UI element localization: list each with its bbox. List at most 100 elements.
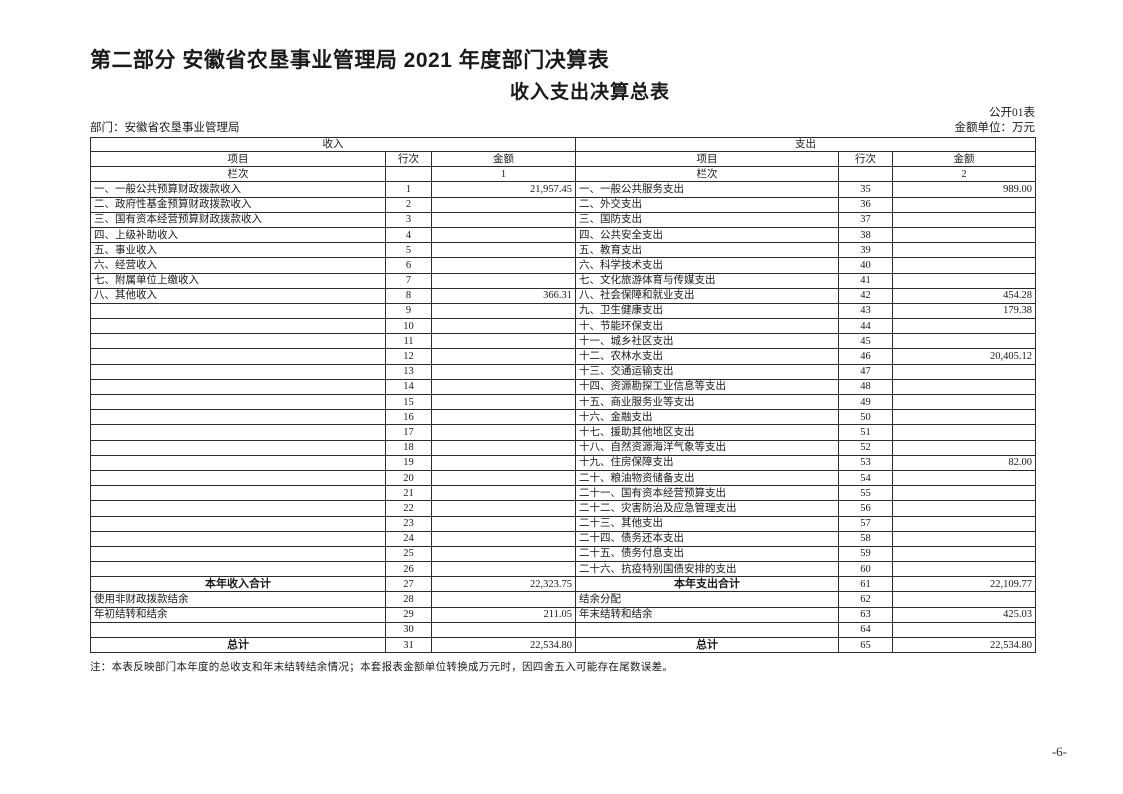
income-amount-cell bbox=[430, 242, 577, 259]
income-item-cell bbox=[90, 333, 386, 350]
income-amount-cell bbox=[430, 500, 577, 517]
expense-item-cell: 十三、交通运输支出 bbox=[575, 363, 840, 380]
footnote: 注：本表反映部门本年度的总收支和年末结转结余情况；本套报表金额单位转换成万元时，… bbox=[90, 662, 674, 673]
expense-item-cell: 六、科学技术支出 bbox=[575, 257, 840, 274]
expense-item-cell: 结余分配 bbox=[575, 591, 840, 608]
table-row: 七、附属单位上缴收入 7 七、文化旅游体育与传媒支出 41 bbox=[90, 272, 1037, 289]
expense-item-cell: 十一、城乡社区支出 bbox=[575, 333, 840, 350]
table-code-label: 公开01表 bbox=[989, 107, 1035, 119]
expense-amount-cell bbox=[892, 500, 1037, 517]
table-row: 17 十七、援助其他地区支出 51 bbox=[90, 424, 1037, 441]
expense-amount-cell bbox=[892, 272, 1037, 289]
table-row: 9 九、卫生健康支出 43 179.38 bbox=[90, 302, 1037, 320]
income-line-cell: 10 bbox=[385, 318, 432, 335]
income-amount-cell bbox=[430, 530, 577, 547]
table-row: 18 十八、自然资源海洋气象等支出 52 bbox=[90, 439, 1037, 456]
table-row: 25 二十五、债务付息支出 59 bbox=[90, 545, 1037, 563]
income-line-cell: 23 bbox=[385, 515, 432, 532]
income-item-header: 项目 bbox=[90, 150, 386, 168]
unit-label: 金额单位：万元 bbox=[954, 122, 1036, 134]
income-item-cell bbox=[90, 363, 386, 380]
expense-amount-cell: 454.28 bbox=[892, 287, 1037, 304]
income-amount-cell bbox=[430, 545, 577, 563]
expense-line-cell: 46 bbox=[838, 348, 894, 365]
expense-item-cell: 二、外交支出 bbox=[575, 196, 840, 213]
income-line-cell: 3 bbox=[385, 211, 432, 228]
expense-item-cell: 二十二、灾害防治及应急管理支出 bbox=[575, 500, 840, 517]
income-item-cell: 二、政府性基金预算财政拨款收入 bbox=[90, 196, 386, 213]
income-amount-cell bbox=[430, 393, 577, 411]
income-item-cell bbox=[90, 545, 386, 563]
income-amount-cell bbox=[430, 454, 577, 471]
income-amount-cell bbox=[430, 226, 577, 244]
income-amount-cell bbox=[430, 333, 577, 350]
page-title: 第二部分 安徽省农垦事业管理局 2021 年度部门决算表 bbox=[90, 49, 610, 72]
income-line-cell: 6 bbox=[385, 257, 432, 274]
income-index-value: 1 bbox=[430, 166, 577, 183]
table-row: 30 64 bbox=[90, 621, 1037, 639]
income-amount-cell bbox=[430, 424, 577, 441]
expense-item-cell: 十、节能环保支出 bbox=[575, 318, 840, 335]
expense-amount-cell bbox=[892, 439, 1037, 456]
expense-index-value: 2 bbox=[892, 166, 1037, 183]
expense-item-cell: 十五、商业服务业等支出 bbox=[575, 393, 840, 411]
expense-amount-cell bbox=[892, 485, 1037, 502]
income-amount-cell bbox=[430, 439, 577, 456]
table-row: 八、其他收入 8 366.31 八、社会保障和就业支出 42 454.28 bbox=[90, 287, 1037, 304]
table-row: 10 十、节能环保支出 44 bbox=[90, 318, 1037, 335]
income-line-cell: 24 bbox=[385, 530, 432, 547]
expense-line-cell: 61 bbox=[838, 576, 894, 593]
income-line-cell: 4 bbox=[385, 226, 432, 244]
income-item-cell bbox=[90, 500, 386, 517]
table-row: 21 二十一、国有资本经营预算支出 55 bbox=[90, 485, 1037, 502]
income-line-cell: 19 bbox=[385, 454, 432, 471]
expense-item-cell bbox=[575, 621, 840, 639]
income-expense-table: 收入 支出 项目 行次 金额 项目 行次 金额 栏次 1 栏次 2 一、一般公共… bbox=[89, 137, 1037, 654]
table-row: 四、上级补助收入 4 四、公共安全支出 38 bbox=[90, 226, 1037, 244]
table-row: 五、事业收入 5 五、教育支出 39 bbox=[90, 242, 1037, 259]
expense-item-cell: 五、教育支出 bbox=[575, 242, 840, 259]
income-amount-cell bbox=[430, 318, 577, 335]
expense-line-cell: 43 bbox=[838, 302, 894, 320]
meta-row: 部门：安徽省农垦事业管理局 金额单位：万元 bbox=[90, 119, 1035, 135]
expense-line-cell: 55 bbox=[838, 485, 894, 502]
expense-line-cell: 54 bbox=[838, 469, 894, 487]
table-row: 12 十二、农林水支出 46 20,405.12 bbox=[90, 348, 1037, 365]
table-row: 24 二十四、债务还本支出 58 bbox=[90, 530, 1037, 547]
expense-line-cell: 56 bbox=[838, 500, 894, 517]
expense-amount-cell bbox=[892, 515, 1037, 532]
table-row: 使用非财政拨款结余 28 结余分配 62 bbox=[90, 591, 1037, 608]
income-index-blank bbox=[385, 166, 432, 183]
income-amount-cell bbox=[430, 257, 577, 274]
expense-item-cell: 二十五、债务付息支出 bbox=[575, 545, 840, 563]
income-line-cell: 29 bbox=[385, 606, 432, 623]
table-row: 15 十五、商业服务业等支出 49 bbox=[90, 393, 1037, 411]
income-item-cell: 年初结转和结余 bbox=[90, 606, 386, 623]
income-amount-cell bbox=[430, 196, 577, 213]
income-item-cell bbox=[90, 561, 386, 578]
income-line-cell: 21 bbox=[385, 485, 432, 502]
income-line-cell: 7 bbox=[385, 272, 432, 289]
income-item-cell: 五、事业收入 bbox=[90, 242, 386, 259]
income-amount-cell: 21,957.45 bbox=[430, 181, 577, 198]
expense-line-cell: 42 bbox=[838, 287, 894, 304]
income-amount-cell bbox=[430, 378, 577, 396]
expense-line-cell: 44 bbox=[838, 318, 894, 335]
expense-section-header: 支出 bbox=[575, 137, 1037, 152]
income-line-cell: 28 bbox=[385, 591, 432, 608]
expense-item-cell: 本年支出合计 bbox=[575, 576, 840, 593]
income-item-cell bbox=[90, 485, 386, 502]
income-item-cell: 七、附属单位上缴收入 bbox=[90, 272, 386, 289]
income-amount-cell bbox=[430, 515, 577, 532]
expense-line-cell: 36 bbox=[838, 196, 894, 213]
income-item-cell bbox=[90, 348, 386, 365]
income-line-cell: 8 bbox=[385, 287, 432, 304]
expense-amount-cell bbox=[892, 409, 1037, 426]
expense-line-cell: 45 bbox=[838, 333, 894, 350]
income-amount-cell bbox=[430, 302, 577, 320]
table-row: 20 二十、粮油物资储备支出 54 bbox=[90, 469, 1037, 487]
expense-amount-cell: 22,534.80 bbox=[892, 636, 1037, 654]
table-row: 14 十四、资源勘探工业信息等支出 48 bbox=[90, 378, 1037, 396]
income-line-cell: 18 bbox=[385, 439, 432, 456]
table-row: 三、国有资本经营预算财政拨款收入 3 三、国防支出 37 bbox=[90, 211, 1037, 228]
